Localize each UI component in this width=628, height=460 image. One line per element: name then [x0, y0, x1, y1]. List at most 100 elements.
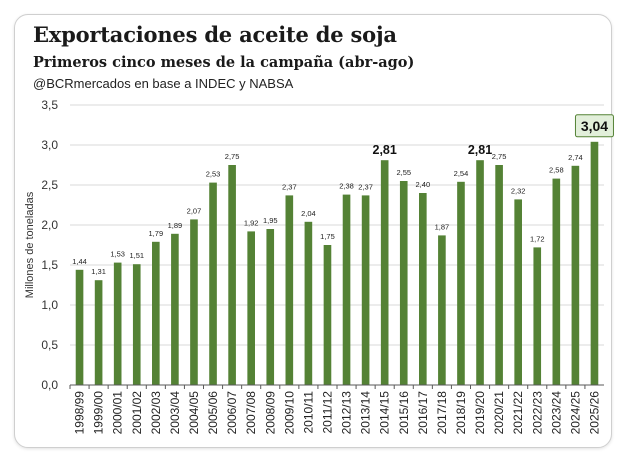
x-tick-label: 1999/00: [92, 391, 106, 435]
x-tick-label: 1998/99: [73, 391, 87, 435]
bar: [399, 181, 408, 385]
y-tick-label: 1,0: [41, 298, 58, 312]
x-tick-label: 2016/17: [416, 391, 430, 435]
x-tick-label: 2024/25: [568, 391, 582, 435]
bar: [285, 195, 294, 385]
bar: [228, 165, 236, 385]
data-label: 2,54: [454, 169, 469, 178]
y-axis-ticks: 0,0 0,5 1,0 1,5 2,0 2,5 3,0 3,5: [41, 98, 58, 392]
data-label: 1,53: [110, 250, 125, 259]
x-tick-label: 2009/10: [282, 391, 296, 435]
bar: [94, 280, 103, 385]
x-tick-label: 2019/20: [473, 391, 487, 435]
data-label: 3,04: [581, 118, 608, 134]
data-labels: 1,44 1,31 1,53 1,51 1,79 1,89 2,07 2,53 2,75 1,92…: [72, 114, 614, 276]
bar: [361, 195, 370, 385]
bar: [266, 229, 275, 385]
bar: [75, 269, 84, 385]
data-label: 2,55: [396, 168, 411, 177]
highlight-label-box: [574, 114, 614, 138]
x-tick-label: 2005/06: [206, 391, 220, 435]
data-label: 2,37: [282, 182, 297, 191]
data-label: 2,81: [373, 143, 397, 157]
x-axis-ticks: 1998/99 1999/00 2000/01 2001/02 2002/03 2003/…: [69, 385, 601, 435]
chart-title: Exportaciones de aceite de soja: [33, 22, 397, 47]
data-label: 1,44: [72, 257, 87, 266]
chart-subtitle: Primeros cinco meses de la campaña (abr-…: [33, 54, 415, 71]
data-label: 2,07: [187, 206, 202, 215]
data-label: 2,53: [206, 170, 221, 179]
y-tick-label: 3,0: [41, 138, 58, 152]
x-tick-label: 2002/03: [149, 391, 163, 435]
gridlines: [70, 104, 604, 346]
data-label: 2,40: [416, 180, 431, 189]
x-tick-label: 2004/05: [187, 391, 201, 435]
bar: [152, 241, 160, 385]
bar: [514, 199, 522, 385]
x-tick-label: 2011/12: [320, 391, 334, 434]
bar: [190, 219, 198, 385]
data-label: 2,38: [339, 182, 354, 191]
data-label: 1,75: [320, 232, 335, 241]
bar: [247, 231, 255, 385]
x-tick-label: 2014/15: [378, 391, 392, 435]
bar: [132, 264, 141, 385]
data-label: 2,75: [225, 152, 240, 161]
chart-card: [14, 14, 612, 448]
bar: [533, 247, 542, 385]
x-tick-label: 2020/21: [492, 391, 506, 435]
data-label: 1,87: [435, 222, 450, 231]
bar: [113, 262, 122, 385]
data-label: 1,51: [129, 251, 144, 260]
data-label: 1,92: [244, 218, 259, 227]
y-tick-label: 2,0: [41, 218, 58, 232]
x-tick-label: 2022/23: [530, 391, 544, 435]
bar: [476, 160, 484, 385]
x-tick-label: 2015/16: [397, 391, 411, 435]
x-tick-label: 2008/09: [263, 391, 277, 435]
bar: [438, 235, 446, 385]
x-tick-label: 2006/07: [225, 391, 239, 435]
x-tick-label: 2013/14: [359, 391, 373, 435]
x-tick-label: 2000/01: [111, 391, 125, 435]
data-label: 2,04: [301, 209, 316, 218]
data-label: 2,37: [358, 182, 373, 191]
data-label: 1,79: [149, 229, 164, 238]
data-label: 2,32: [511, 186, 526, 195]
y-tick-label: 2,5: [41, 178, 58, 192]
y-tick-label: 1,5: [41, 258, 58, 272]
bar: [323, 245, 332, 385]
data-label: 1,89: [168, 221, 183, 230]
y-tick-label: 3,5: [41, 98, 58, 112]
bar: [304, 221, 313, 385]
x-tick-label: 2025/26: [587, 391, 601, 435]
bar: [457, 181, 465, 385]
data-label: 2,81: [468, 143, 492, 157]
x-tick-label: 2001/02: [130, 391, 144, 435]
y-tick-label: 0,5: [41, 338, 58, 352]
x-tick-label: 2003/04: [168, 391, 182, 435]
bar: [590, 141, 599, 385]
bar: [495, 165, 503, 385]
bar: [342, 194, 351, 385]
data-label: 2,58: [549, 166, 564, 175]
data-label: 1,72: [530, 234, 545, 243]
x-tick-label: 2012/13: [340, 391, 354, 435]
bar: [419, 193, 427, 385]
data-label: 2,74: [568, 153, 583, 162]
x-tick-label: 2007/08: [244, 391, 258, 435]
x-tick-label: 2017/18: [435, 391, 449, 435]
x-tick-label: 2021/22: [511, 391, 525, 435]
bar: [380, 160, 389, 385]
data-label: 1,31: [91, 267, 106, 276]
bar: [209, 182, 217, 385]
y-tick-label: 0,0: [41, 378, 58, 392]
data-label: 2,75: [492, 152, 507, 161]
bar: [552, 178, 561, 385]
bar: [171, 233, 179, 385]
x-tick-label: 2018/19: [454, 391, 468, 435]
x-tick-label: 2010/11: [301, 391, 315, 434]
x-tick-label: 2023/24: [549, 391, 563, 435]
y-axis-label: Millones de toneladas: [24, 191, 36, 298]
